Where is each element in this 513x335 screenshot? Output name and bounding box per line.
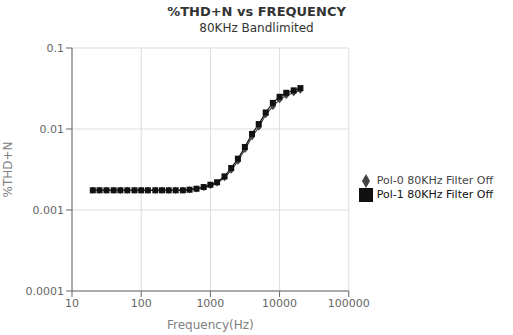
svg-text:100: 100 <box>131 297 152 310</box>
html-text:80KHz Bandlimited: 80KHz Bandlimited <box>199 21 314 35</box>
svg-text:10000: 10000 <box>262 297 297 310</box>
html-text:Pol-0 80KHz Filter Off: Pol-0 80KHz Filter Off <box>376 173 493 187</box>
svg-text:10: 10 <box>65 297 79 310</box>
html-text:%THD+N vs FREQUENCY: %THD+N vs FREQUENCY <box>167 4 346 19</box>
svg-text:Frequency(Hz): Frequency(Hz) <box>167 318 254 332</box>
svg-text:0.01: 0.01 <box>40 123 65 136</box>
html-text:Pol-1 80KHz Filter Off: Pol-1 80KHz Filter Off <box>376 187 493 201</box>
svg-text:0.001: 0.001 <box>33 204 65 217</box>
svg-text:0.0001: 0.0001 <box>26 285 65 298</box>
svg-text:0.1: 0.1 <box>47 42 65 55</box>
svg-text:1000: 1000 <box>196 297 224 310</box>
svg-text:100000: 100000 <box>328 297 370 310</box>
svg-text:%THD+N: %THD+N <box>8 141 15 197</box>
